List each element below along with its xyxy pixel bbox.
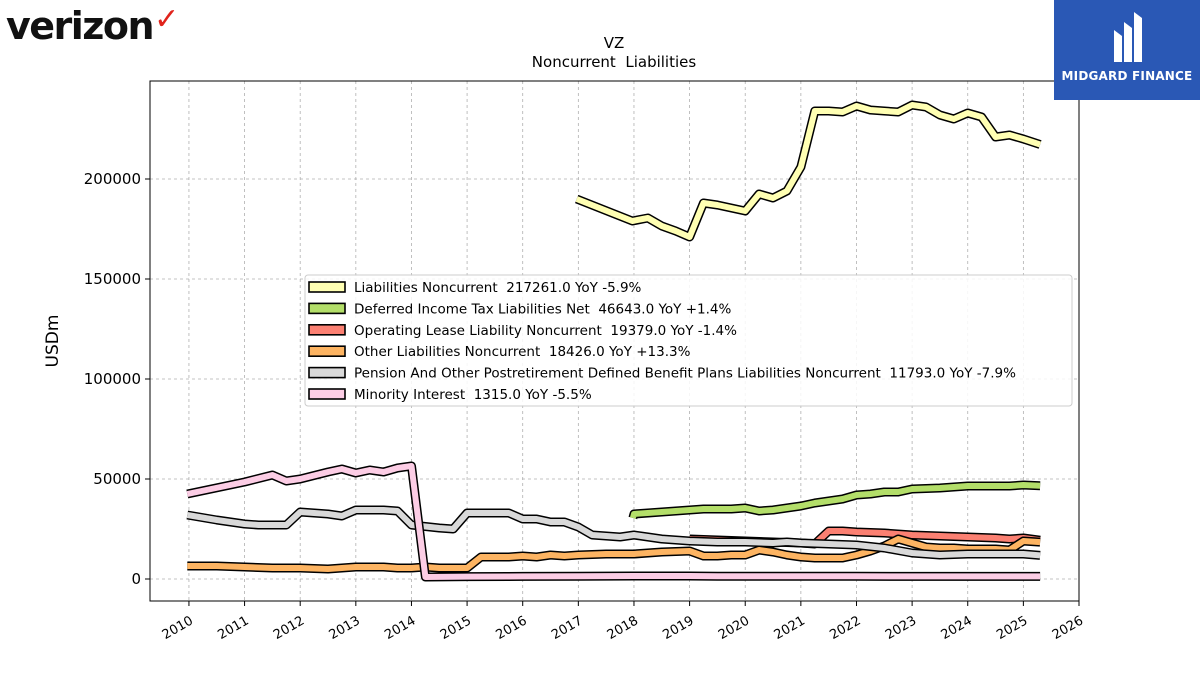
chart-title: VZ <box>604 34 625 52</box>
series-line-1 <box>630 482 1041 519</box>
y-tick-label: 100000 <box>84 370 141 388</box>
x-tick-label: 2012 <box>271 613 307 643</box>
series-line-5 <box>186 463 1041 580</box>
legend-label-1: Deferred Income Tax Liabilities Net 4664… <box>354 301 731 317</box>
legend-swatch-2 <box>308 323 346 336</box>
series-layer <box>186 100 1042 582</box>
legend-swatch-1 <box>308 302 346 315</box>
x-tick-label: 2016 <box>494 613 530 643</box>
x-axis: 2010 2011 2012 2013 2014 2015 2016 2017 2018 2019… <box>160 601 1086 643</box>
x-tick-label: 2013 <box>327 613 363 643</box>
y-tick-label: 50000 <box>93 470 141 488</box>
legend-swatch-5 <box>308 388 346 400</box>
verizon-wordmark: verizon <box>6 4 155 48</box>
legend-swatch-3 <box>308 345 346 358</box>
midgard-wordmark: MIDGARD FINANCE <box>1061 69 1193 83</box>
x-tick-label: 2019 <box>660 613 696 643</box>
x-tick-label: 2021 <box>772 613 808 643</box>
plot-frame <box>149 80 1080 602</box>
legend-box <box>304 274 1073 407</box>
chart-subtitle: Noncurrent Liabilities <box>532 53 697 71</box>
y-tick-label: 0 <box>131 570 141 588</box>
x-tick-label: 2026 <box>1050 613 1086 643</box>
verizon-logo: verizon✓ <box>6 2 179 48</box>
y-tick-label: 200000 <box>84 170 141 188</box>
x-tick-label: 2020 <box>716 613 752 643</box>
x-tick-label: 2022 <box>827 613 863 643</box>
midgard-emblem-icon <box>1114 12 1142 62</box>
series-line-0 <box>575 102 1042 240</box>
x-tick-label: 2018 <box>605 613 641 643</box>
checkmark-icon: ✓ <box>154 2 179 37</box>
legend: Liabilities Noncurrent 217261.0 YoY -5.9… <box>304 274 1073 407</box>
midgard-finance-logo: MIDGARD FINANCE <box>1054 0 1200 100</box>
x-tick-label: 2011 <box>215 613 251 643</box>
x-tick-label: 2023 <box>883 613 919 643</box>
y-axis: 0 50000 100000 150000 200000 <box>84 170 150 588</box>
x-tick-label: 2010 <box>160 613 196 643</box>
legend-swatch-4 <box>308 366 346 379</box>
legend-label-2: Operating Lease Liability Noncurrent 193… <box>354 323 737 339</box>
x-tick-label: 2014 <box>382 613 418 643</box>
x-tick-label: 2015 <box>438 613 474 643</box>
series-line-3 <box>187 536 1041 572</box>
legend-label-4: Pension And Other Postretirement Defined… <box>354 366 1016 382</box>
legend-label-0: Liabilities Noncurrent 217261.0 YoY -5.9… <box>354 280 642 296</box>
y-axis-label: USDm <box>43 315 63 368</box>
y-tick-label: 150000 <box>84 270 141 288</box>
legend-label-3: Other Liabilities Noncurrent 18426.0 YoY… <box>354 344 691 360</box>
x-tick-label: 2025 <box>994 613 1030 643</box>
series-line-4 <box>186 507 1041 559</box>
x-tick-label: 2017 <box>549 613 585 643</box>
x-tick-label: 2024 <box>939 613 975 643</box>
legend-label-5: Minority Interest 1315.0 YoY -5.5% <box>354 387 592 403</box>
legend-swatch-0 <box>308 281 346 293</box>
